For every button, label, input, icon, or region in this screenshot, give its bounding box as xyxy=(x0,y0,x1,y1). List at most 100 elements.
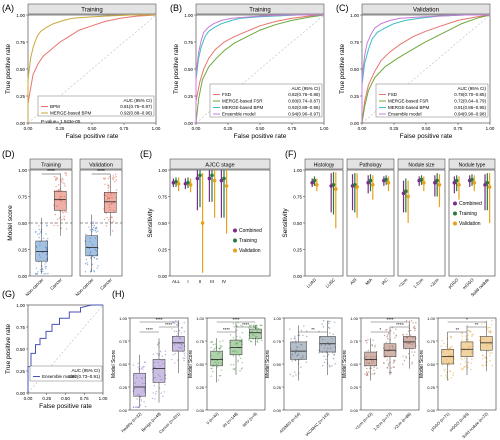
score-group-point xyxy=(61,177,64,179)
legend-box xyxy=(209,83,323,118)
roc-xtick-label: 1.00 xyxy=(320,126,329,131)
model-score-group-point xyxy=(178,343,180,345)
category-label: ALL xyxy=(172,279,181,284)
model-score-group-point xyxy=(486,344,488,347)
model-score-group-point xyxy=(291,360,293,362)
model-score-group-point xyxy=(392,347,394,349)
significance-label: **** xyxy=(97,169,105,175)
model-score-group-point xyxy=(213,349,215,351)
model-score-group-point xyxy=(217,379,220,381)
sensitivity-point xyxy=(212,178,217,183)
model-score-group-point xyxy=(329,347,332,350)
category-label: pGGO xyxy=(447,277,460,290)
roc-ytick-label: 0.00 xyxy=(350,121,359,126)
model-score-group-point xyxy=(234,343,237,345)
model-score-group-point xyxy=(178,330,181,332)
model-score-group-point xyxy=(461,339,463,341)
model-score-group-point xyxy=(447,362,450,364)
model-score-group-point xyxy=(160,392,162,394)
significance-label: ** xyxy=(456,327,460,332)
model-score-group-point xyxy=(460,357,462,359)
model-score-group-point xyxy=(140,400,143,402)
model-score-group-point xyxy=(386,328,388,331)
score-group-point xyxy=(63,183,66,185)
model-score-group-point xyxy=(232,363,235,366)
model-score-group-point xyxy=(141,382,144,385)
score-group-point xyxy=(89,240,91,243)
h-axis-ytick-label: 0.75 xyxy=(196,339,205,344)
score-group-point xyxy=(93,224,96,227)
significance-label: **** xyxy=(146,327,153,332)
model-score-group-point xyxy=(387,363,390,365)
model-score-group-point xyxy=(237,360,239,363)
model-score-group-point xyxy=(237,359,239,362)
score-group-point xyxy=(93,271,96,273)
model-score-group-point xyxy=(157,361,160,364)
h-axis-ytick-label: 0.25 xyxy=(427,385,436,390)
e-axis-ytick-label: 0.00 xyxy=(158,274,167,279)
group-label: I/II (n=148) xyxy=(221,411,239,429)
score-group-point xyxy=(40,230,42,232)
model-score-group-point xyxy=(405,333,408,335)
model-score-group-point xyxy=(372,356,375,358)
sensitivity-point xyxy=(406,194,410,199)
model-score-group-point xyxy=(468,330,471,332)
f-axis-ytick-label: 0.25 xyxy=(293,248,302,253)
legend-box xyxy=(37,95,155,117)
model-score-group-point xyxy=(232,350,235,352)
model-score-group-point xyxy=(405,355,407,358)
h-axis-ytick-label: 0.00 xyxy=(273,408,282,413)
score-group-point xyxy=(38,254,41,256)
model-score-group-point xyxy=(324,344,327,346)
model-score-group-point xyxy=(460,332,463,334)
score-group-point xyxy=(65,174,67,176)
model-score-group-point xyxy=(392,366,394,368)
legend-auc: 0.81(0.75–0.87) xyxy=(120,104,152,109)
legend-auc: 0.72(0.64–0.79) xyxy=(454,99,486,104)
model-score-group-point xyxy=(235,329,238,332)
model-score-group-point xyxy=(241,367,243,369)
model-score-group-point xyxy=(211,367,213,370)
model-score-group-point xyxy=(171,358,173,361)
legend-label: Combined xyxy=(459,201,482,207)
h-axis-ytick-label: 0.00 xyxy=(350,408,359,413)
model-score-group-point xyxy=(467,361,470,364)
score-group-point xyxy=(114,180,116,183)
model-score-group-point xyxy=(250,340,252,343)
score-group-point xyxy=(85,233,87,235)
score-group-point xyxy=(42,270,44,273)
facet-title: Histology xyxy=(314,163,335,169)
panel-label: (B) xyxy=(170,3,182,13)
category-label: >2cm xyxy=(429,277,440,288)
model-score-group-point xyxy=(144,405,147,408)
model-score-group-point xyxy=(183,357,186,359)
plot-frame xyxy=(283,317,343,411)
model-score-group-point xyxy=(461,358,463,361)
score-group-point xyxy=(92,222,94,225)
model-score-group-point xyxy=(241,338,243,340)
model-score-group-point xyxy=(332,333,334,336)
facet-strip xyxy=(29,158,73,170)
roc-ytick-label: 0.25 xyxy=(16,369,25,374)
model-score-group-point xyxy=(235,325,238,327)
model-score-group-point xyxy=(291,354,293,356)
score-group-point xyxy=(86,262,88,264)
score-group-point xyxy=(111,217,113,219)
model-score-group-point xyxy=(327,347,329,350)
model-score-group-point xyxy=(183,322,185,324)
f-axis-ytick-label: 1.00 xyxy=(293,168,302,173)
model-score-group-point xyxy=(442,351,444,353)
roc-ytick-label: 0.00 xyxy=(184,121,193,126)
score-group-point xyxy=(45,261,47,264)
facet-strip xyxy=(397,158,446,170)
score-group-point xyxy=(37,271,39,273)
model-score-group-point xyxy=(444,368,446,371)
roc-xtick-label: 1.00 xyxy=(99,396,108,401)
legend-auc: 0.82(0.73–0.91) xyxy=(68,374,100,379)
roc-xtick-label: 0.75 xyxy=(288,126,297,131)
model-score-group-point xyxy=(489,360,492,362)
model-score-group-point xyxy=(251,334,254,336)
model-score-group-point xyxy=(300,357,303,359)
model-score-group-point xyxy=(489,352,491,354)
plot-frame xyxy=(397,169,446,277)
